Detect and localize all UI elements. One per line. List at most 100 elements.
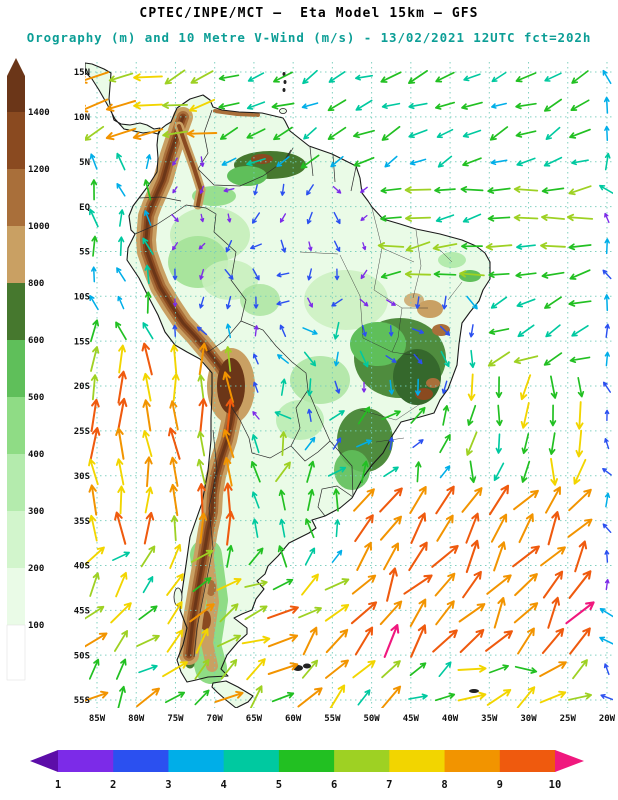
orography-color-segment: [7, 76, 25, 112]
wind-arrow: [602, 69, 612, 85]
lat-tick-label: 50S: [74, 651, 90, 661]
south-america-coastline: [126, 94, 491, 683]
wind-arrow: [334, 519, 341, 538]
wind-arrow: [115, 321, 127, 341]
wind-arrow: [192, 577, 212, 593]
terrain-shading: [426, 378, 440, 388]
wind-arrow: [545, 324, 561, 338]
wind-arrow: [513, 489, 539, 511]
lat-tick-label: 10N: [74, 113, 90, 123]
wind-arrow: [190, 549, 214, 563]
lat-tick-label: 35S: [74, 517, 90, 527]
wind-arrow: [461, 487, 483, 513]
wind-arrow: [308, 241, 313, 252]
wind-colorbar-left-arrow: [30, 750, 58, 772]
wind-arrow: [170, 344, 179, 374]
wind-arrow: [439, 325, 451, 336]
wind-arrow: [301, 573, 319, 596]
wind-arrow: [491, 71, 507, 83]
wind-arrow: [279, 324, 287, 338]
wind-arrow: [570, 99, 590, 111]
wind-arrow: [279, 213, 287, 223]
wind-arrow: [567, 518, 593, 538]
wind-arrow: [220, 659, 238, 680]
wind-arrow: [306, 211, 313, 225]
wind-arrow: [462, 570, 482, 599]
tierra-del-fuego-island: [212, 681, 253, 708]
wind-arrow: [302, 626, 318, 656]
wind-arrow: [571, 324, 589, 337]
wind-arrow: [324, 578, 350, 591]
lat-tick-label: 40S: [74, 562, 90, 572]
wind-arrow: [267, 605, 299, 620]
terrain-shading: [350, 322, 406, 366]
wind-arrow: [380, 270, 402, 280]
wind-arrow: [435, 600, 455, 626]
wind-arrow: [603, 663, 610, 676]
wind-arrow: [169, 456, 179, 487]
wind-arrow: [196, 326, 208, 336]
wind-arrow: [380, 515, 402, 541]
wind-arrow: [486, 688, 512, 706]
wind-arrow: [164, 69, 186, 85]
wind-arrow: [329, 684, 346, 708]
wind-arrow: [85, 690, 109, 702]
wind-arrow: [520, 460, 531, 483]
wind-arrow: [267, 633, 299, 648]
wind-arrow: [143, 210, 152, 226]
wind-arrow: [247, 72, 265, 82]
wind-arrow: [568, 300, 592, 307]
wind-arrow: [172, 298, 178, 307]
wind-arrow: [489, 664, 509, 674]
wind-arrow: [488, 328, 510, 335]
wind-arrow: [133, 73, 163, 82]
wind-arrow: [541, 214, 565, 221]
wind-arrow: [513, 214, 539, 222]
country-border: [197, 109, 213, 170]
terrain-shading: [404, 293, 424, 307]
wind-arrow: [513, 355, 539, 365]
lat-tick-label: 5S: [79, 248, 90, 258]
wind-arrow: [224, 268, 234, 280]
chart-subtitle: Orography (m) and 10 Metre V-Wind (m/s) …: [26, 30, 592, 45]
orography-tick-label: 300: [28, 507, 44, 517]
wind-arrow: [381, 102, 401, 109]
wind-arrow: [515, 102, 537, 110]
wind-arrow: [199, 185, 205, 194]
orography-colorbar-arrow: [7, 58, 25, 76]
country-border: [227, 401, 253, 454]
wind-arrow: [227, 213, 232, 223]
wind-arrow: [116, 397, 128, 433]
wind-arrow: [89, 426, 101, 461]
wind-arrow: [486, 574, 512, 595]
wind-arrow: [602, 381, 612, 393]
wind-tick-label: 10: [549, 779, 562, 791]
wind-arrow: [273, 71, 293, 83]
wind-arrow: [306, 460, 315, 483]
wind-arrow: [250, 461, 261, 483]
wind-arrow: [409, 486, 427, 514]
wind-colorbar: 1 2 3 4 5 6 7 8 9 10: [30, 750, 584, 791]
wind-arrow: [333, 351, 340, 367]
wind-arrow: [408, 129, 428, 139]
wind-arrow: [512, 545, 540, 568]
wind-arrow: [434, 101, 456, 110]
wind-arrow: [267, 662, 299, 675]
wind-arrow: [434, 572, 456, 597]
wind-color-segment: [278, 750, 335, 772]
wind-arrow: [171, 372, 180, 402]
wind-arrow: [569, 269, 591, 280]
wind-arrow: [222, 429, 235, 459]
wind-arrow: [360, 269, 368, 280]
wind-tick-label: 7: [386, 779, 392, 791]
map-canvas: 15N 10N 5N EQ 5S 10S 15S 20S 25S 30S 35S 40S 45S 50S 5…: [74, 62, 616, 724]
wind-colorbar-right-arrow: [555, 750, 584, 772]
country-border: [317, 485, 354, 517]
terrain-shading: [304, 270, 388, 330]
wind-arrow: [361, 324, 367, 337]
wind-arrow: [604, 409, 610, 422]
wind-arrow: [435, 485, 455, 515]
wind-arrow: [307, 408, 313, 423]
state-border: [362, 337, 393, 353]
